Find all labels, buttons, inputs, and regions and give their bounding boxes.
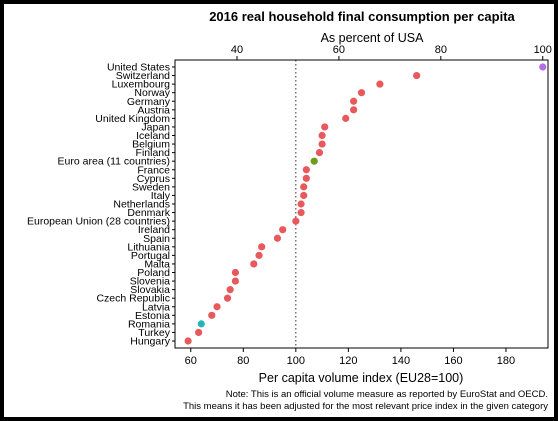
x-tick-label: 160	[444, 355, 462, 367]
y-tick-label: Italy	[151, 190, 171, 202]
y-tick-label: Czech Republic	[96, 293, 170, 305]
data-point	[223, 294, 232, 302]
data-point	[208, 311, 216, 319]
y-tick-label: Cyprus	[137, 173, 170, 185]
x-axis-label: Per capita volume index (EU28=100)	[259, 371, 464, 385]
y-tick-label: Spain	[143, 233, 170, 245]
chart-frame: 2016 real household final consumption pe…	[4, 4, 554, 417]
note-line-1: Note: This is an official volume measure…	[226, 389, 548, 400]
data-point	[310, 157, 318, 165]
chart-title: 2016 real household final consumption pe…	[209, 9, 515, 24]
data-point	[300, 183, 308, 191]
y-tick-label: Austria	[137, 104, 170, 116]
y-tick-label: Finland	[136, 147, 171, 159]
y-tick-label: Estonia	[135, 310, 170, 322]
data-point	[413, 71, 421, 80]
note-line-2: This means it has been adjusted for the …	[183, 401, 548, 412]
plot-frame	[174, 59, 549, 349]
y-tick-label: Malta	[144, 258, 170, 270]
y-tick-label: Norway	[134, 87, 170, 99]
x-tick-label: 120	[339, 355, 357, 367]
y-tick-label: Belgium	[132, 139, 170, 151]
y-tick-label: Iceland	[136, 130, 170, 142]
data-point	[302, 174, 310, 182]
y-tick-label: Denmark	[127, 207, 170, 219]
y-tick-label: United Kingdom	[95, 113, 170, 125]
y-tick-label: Portugal	[131, 250, 170, 262]
data-point	[195, 328, 203, 337]
data-point	[231, 268, 240, 277]
data-point	[213, 303, 221, 311]
data-point	[350, 106, 358, 114]
data-point	[318, 140, 326, 148]
data-point	[197, 320, 205, 328]
y-tick-label: European Union (28 countries)	[27, 216, 170, 228]
data-point	[302, 166, 310, 174]
data-point	[376, 80, 384, 88]
y-tick-label: Latvia	[142, 301, 170, 313]
y-tick-label: Slovenia	[130, 276, 170, 288]
x-tick-label: 180	[497, 355, 515, 367]
x-tick-label: 60	[185, 355, 197, 367]
data-point	[315, 149, 324, 157]
data-point	[297, 200, 305, 208]
data-point	[258, 243, 266, 251]
y-tick-label: Euro area (11 countries)	[58, 156, 170, 168]
data-point	[342, 114, 350, 122]
y-tick-label: Germany	[127, 96, 171, 108]
y-tick-label: Poland	[137, 267, 170, 279]
top-tick-label: 80	[435, 44, 447, 56]
data-point	[357, 89, 366, 97]
data-point	[297, 208, 305, 217]
y-tick-label: Netherlands	[113, 199, 170, 211]
data-point	[255, 251, 263, 259]
y-tick-label: Romania	[128, 318, 170, 330]
data-point	[250, 260, 258, 268]
y-tick-label: Japan	[141, 121, 170, 133]
y-tick-label: Sweden	[132, 181, 170, 193]
y-tick-label: United States	[107, 62, 170, 74]
x-tick-label: 140	[392, 355, 410, 367]
data-point	[321, 123, 329, 131]
scatter-chart: 2016 real household final consumption pe…	[27, 9, 552, 412]
data-point	[226, 286, 234, 294]
data-point	[184, 337, 192, 345]
y-tick-label: Ireland	[138, 224, 170, 236]
top-tick-label: 40	[231, 44, 243, 56]
y-tick-label: Switzerland	[116, 70, 170, 82]
data-point	[273, 234, 282, 242]
y-tick-label: France	[137, 164, 170, 176]
y-tick-label: Slovakia	[130, 284, 170, 296]
y-tick-label: Luxembourg	[112, 79, 171, 91]
x-tick-label: 80	[237, 355, 249, 367]
y-tick-label: Hungary	[130, 336, 170, 348]
top-tick-label: 100	[534, 44, 552, 56]
y-tick-label: Turkey	[138, 327, 170, 339]
data-point	[279, 226, 287, 234]
top-tick-label: 60	[333, 44, 345, 56]
data-point	[318, 131, 326, 140]
data-point	[350, 97, 358, 105]
data-point	[300, 191, 308, 200]
top-axis-label: As percent of USA	[321, 31, 424, 45]
data-point	[231, 277, 240, 285]
data-point	[292, 217, 300, 225]
x-tick-label: 100	[287, 355, 305, 367]
y-tick-label: Lithuania	[127, 241, 170, 253]
data-point	[539, 63, 547, 71]
